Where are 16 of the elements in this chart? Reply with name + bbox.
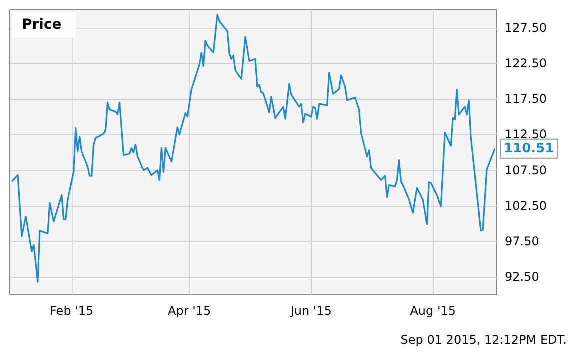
y-tick-label: 92.50 bbox=[505, 270, 540, 284]
x-tick-label: Apr '15 bbox=[168, 304, 212, 318]
y-tick-label: 107.50 bbox=[505, 163, 547, 178]
x-tick-label: Feb '15 bbox=[50, 304, 94, 318]
y-tick-label: 112.50 bbox=[505, 128, 547, 142]
y-tick-label: 102.50 bbox=[505, 198, 547, 213]
y-tick-label: 122.50 bbox=[505, 56, 547, 70]
y-tick-label: 117.50 bbox=[505, 92, 547, 106]
x-tick-label: Aug '15 bbox=[410, 304, 456, 318]
data-label: 110.51 bbox=[504, 141, 554, 156]
text: Sep 01 2015, 12:12PM EDT. bbox=[400, 333, 568, 347]
y-tick-label: 97.50 bbox=[505, 234, 540, 249]
y-tick-label: 127.50 bbox=[505, 20, 547, 35]
line-series bbox=[11, 14, 496, 283]
text: Price bbox=[22, 17, 62, 33]
x-tick-label: Jun '15 bbox=[290, 304, 332, 318]
